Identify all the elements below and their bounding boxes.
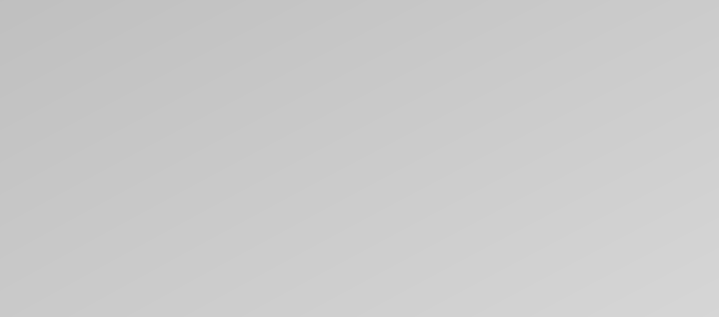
Text: 5, 12, 13: 5, 12, 13 (7, 254, 94, 273)
Text: 1, 3, square root of 11: 1, 3, square root of 11 (7, 304, 225, 317)
Text: Use the Pythagorean Theorem to see if the measurements below can form a right tr: Use the Pythagorean Theorem to see if th… (7, 6, 606, 19)
Text: d)  3, 6, 9: d) 3, 6, 9 (367, 304, 461, 317)
Text: hich three side lengths form a right triangle?: hich three side lengths form a right tri… (0, 201, 417, 220)
Text: a= 6 cm, b= 8 cm, c = 10 cm: a= 6 cm, b= 8 cm, c = 10 cm (7, 48, 224, 62)
Text: a)  There is not enough info.: a) There is not enough info. (7, 101, 235, 116)
Text: )  No, it is not a right triangle: ) No, it is not a right triangle (7, 152, 242, 167)
Text: b)  Yes, it is a right triangle.: b) Yes, it is a right triangle. (367, 101, 589, 116)
Text: b)  4, 5, 7: b) 4, 5, 7 (367, 254, 461, 273)
